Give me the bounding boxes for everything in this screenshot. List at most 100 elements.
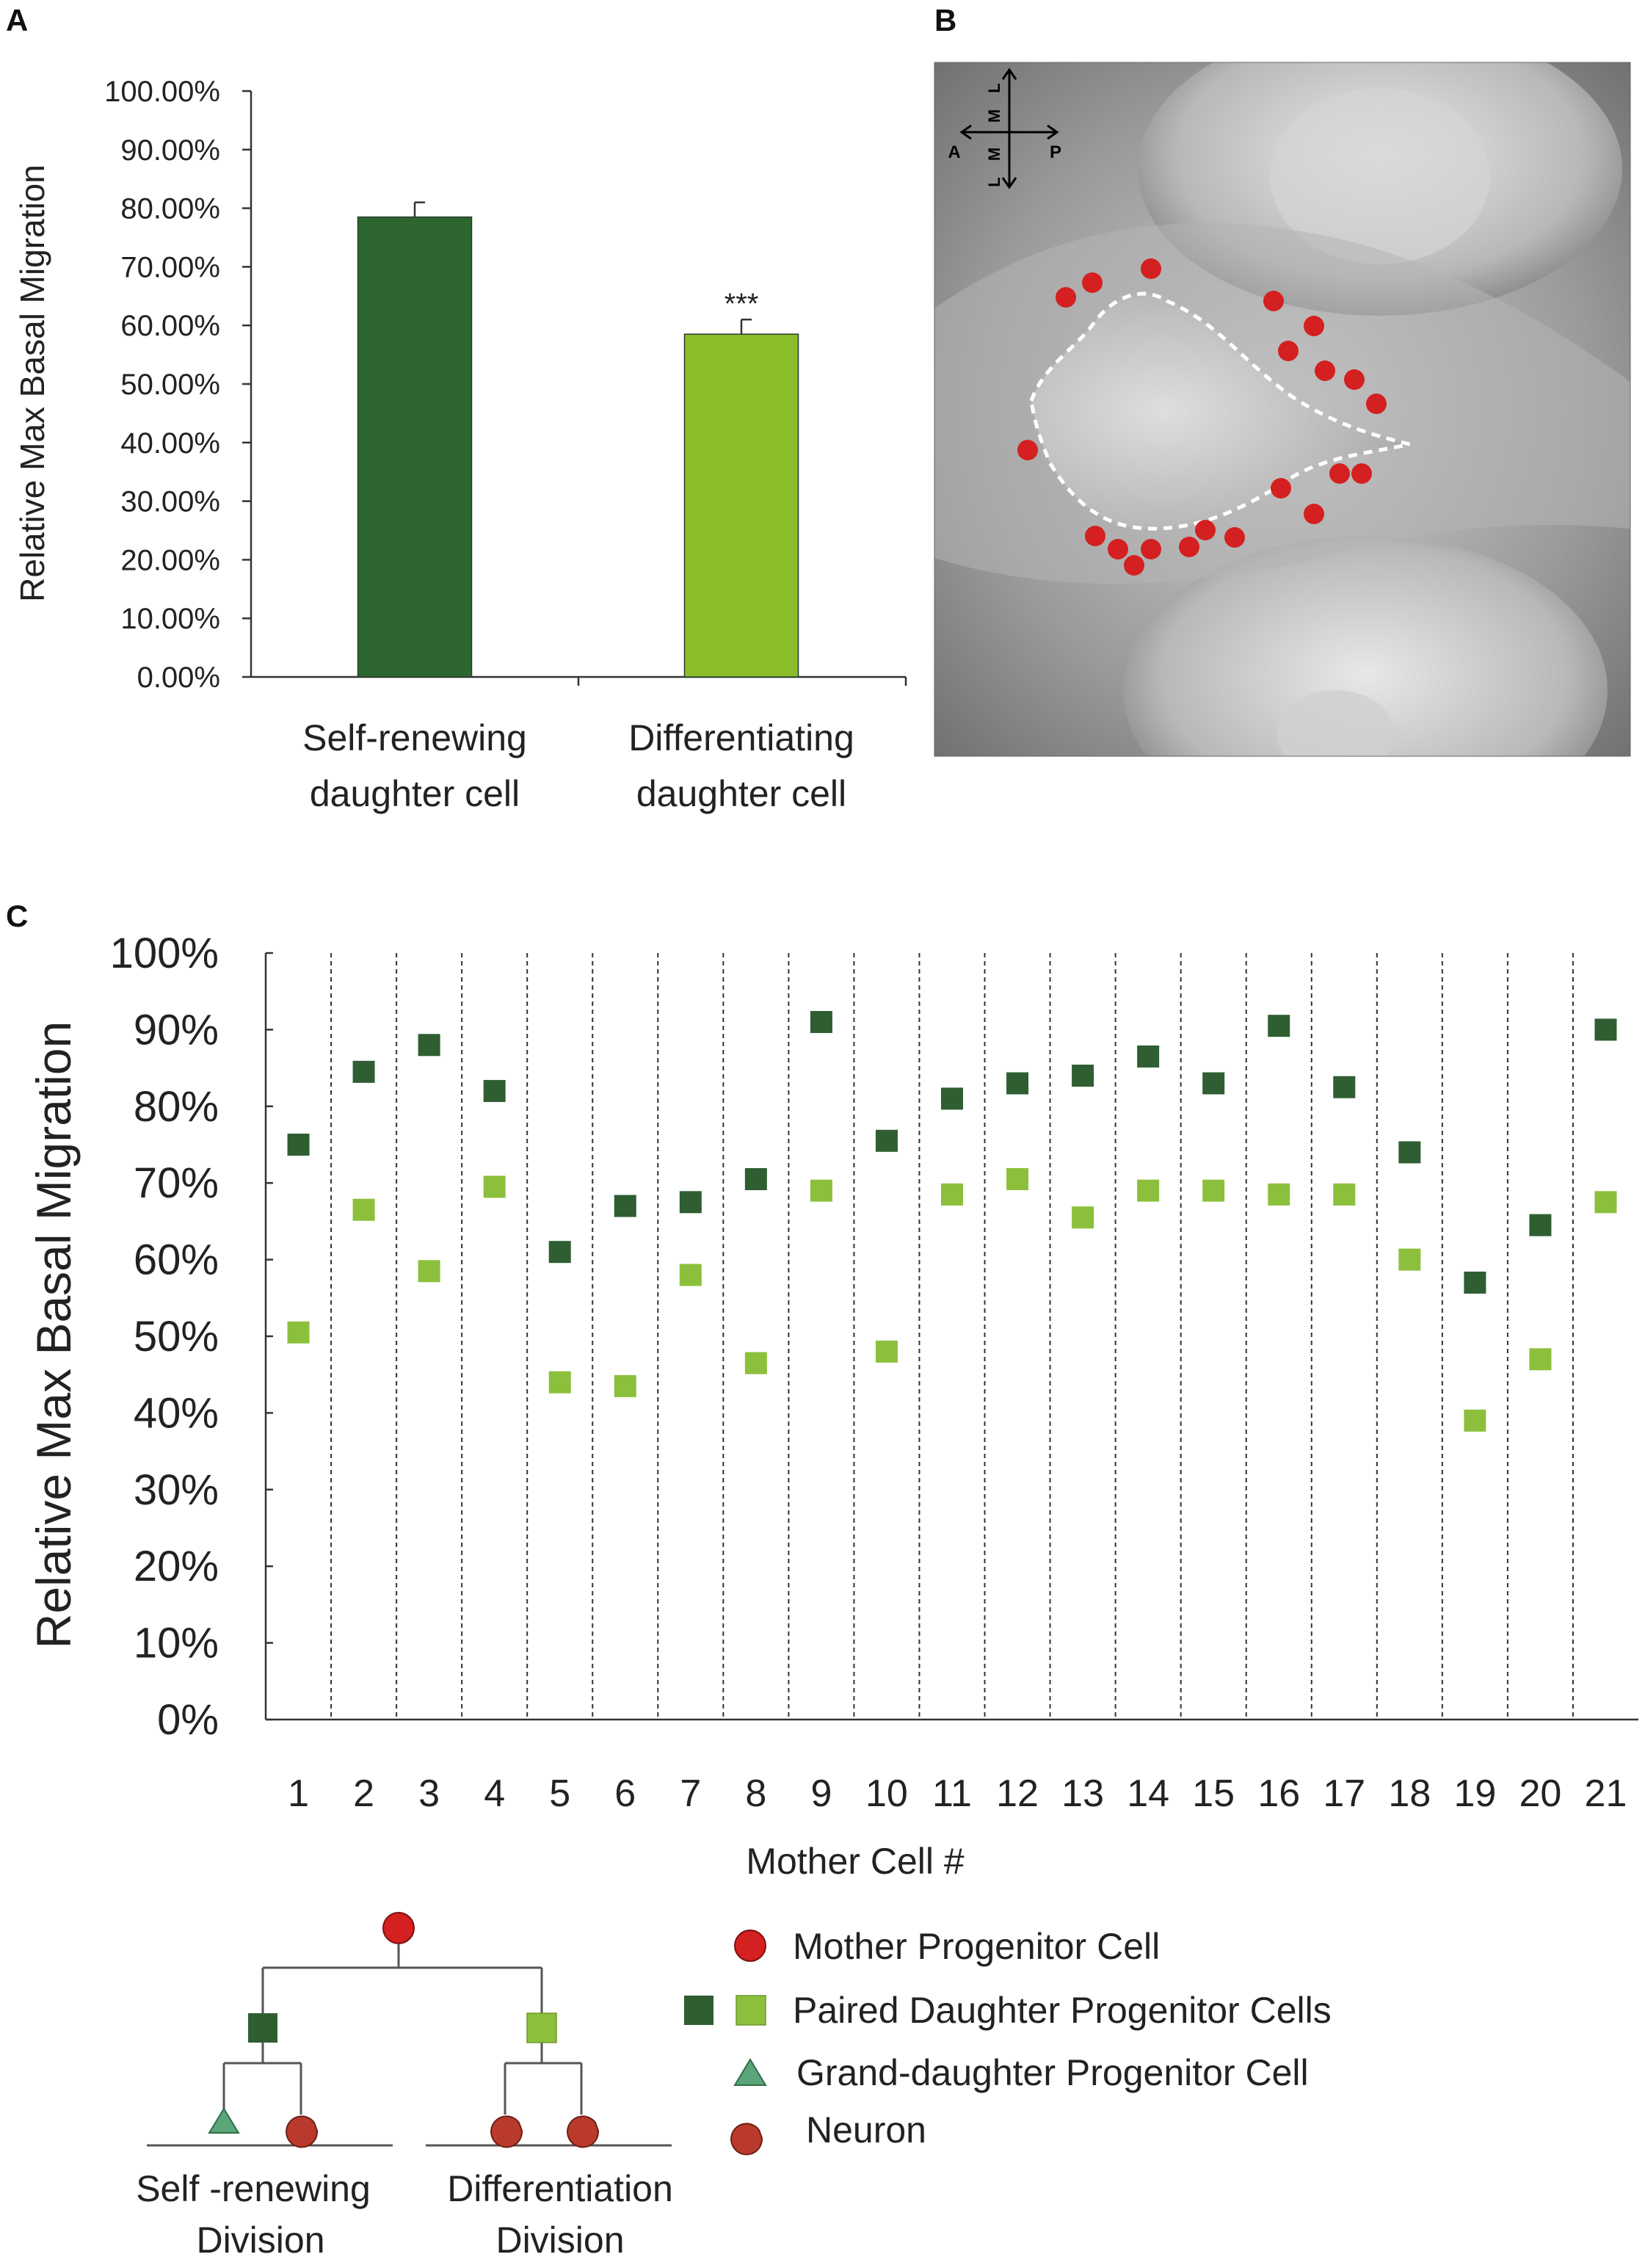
c-marker-self-renewing <box>1006 1072 1029 1095</box>
c-marker-differentiating <box>287 1321 310 1344</box>
panel-c-letter: C <box>6 899 28 933</box>
c-x-tick-label: 19 <box>1453 1772 1496 1815</box>
c-x-tick-label: 5 <box>549 1772 570 1815</box>
c-x-tick-label: 6 <box>614 1772 636 1815</box>
c-x-tick-label: 12 <box>996 1772 1039 1815</box>
c-marker-differentiating <box>1072 1206 1094 1229</box>
a-y-tick-label: 60.00% <box>120 310 220 342</box>
c-marker-differentiating <box>875 1340 898 1363</box>
c-marker-differentiating <box>1006 1167 1029 1190</box>
legend-grand-label: Grand-daughter Progenitor Cell <box>796 2052 1309 2093</box>
c-marker-differentiating <box>679 1264 702 1286</box>
lineage-light-daughter <box>526 2012 557 2043</box>
c-marker-differentiating <box>1268 1183 1290 1206</box>
c-x-tick-label: 20 <box>1519 1772 1562 1815</box>
lineage-left-line2: Division <box>196 2220 324 2261</box>
a-category-label: Self-renewing <box>302 717 527 758</box>
c-y-tick-label: 0% <box>157 1696 219 1744</box>
c-marker-self-renewing <box>483 1079 506 1102</box>
a-y-tick-label: 30.00% <box>120 486 220 518</box>
c-y-tick-label: 60% <box>134 1236 219 1284</box>
c-y-tick-label: 40% <box>134 1389 219 1437</box>
c-marker-self-renewing <box>287 1134 310 1156</box>
c-marker-self-renewing <box>744 1167 767 1190</box>
panel-b-frame <box>934 62 1631 757</box>
a-category-label: Differentiating <box>628 717 854 758</box>
a-category-label: daughter cell <box>310 773 520 814</box>
a-y-tick-label: 70.00% <box>120 251 220 283</box>
c-x-tick-label: 14 <box>1127 1772 1169 1815</box>
panel-a-y-ticks: 0.00% 10.00% 20.00% 30.00% 40.00% 50.00% 60.00… <box>104 76 251 694</box>
c-marker-self-renewing <box>1202 1072 1225 1095</box>
panel-c-separators <box>330 953 1574 1720</box>
c-x-tick-label: 11 <box>932 1772 972 1815</box>
c-y-tick-label: 10% <box>134 1620 219 1667</box>
lineage-neurons <box>286 2115 600 2148</box>
panel-c: C 0% 10% 20% 30% 40% 50% 60% 70% 80% 90% 100% Rela… <box>6 899 1638 1882</box>
c-y-tick-label: 100% <box>110 930 219 977</box>
c-x-tick-label: 16 <box>1257 1772 1300 1815</box>
a-y-tick-label: 100.00% <box>104 76 220 108</box>
a-y-tick-label: 10.00% <box>120 603 220 635</box>
c-marker-self-renewing <box>548 1241 571 1264</box>
c-marker-differentiating <box>352 1198 375 1221</box>
c-marker-differentiating <box>1464 1409 1486 1432</box>
dark-daughter-icon <box>684 1996 713 2025</box>
c-marker-self-renewing <box>1398 1141 1421 1164</box>
compass-p: P <box>1050 142 1061 162</box>
c-marker-differentiating <box>744 1352 767 1374</box>
c-marker-self-renewing <box>679 1191 702 1214</box>
panel-a-letter: A <box>6 3 28 37</box>
c-marker-differentiating <box>483 1175 506 1198</box>
a-y-tick-label: 0.00% <box>137 662 220 694</box>
a-y-tick-label: 20.00% <box>120 544 220 576</box>
c-x-tick-label: 18 <box>1388 1772 1431 1815</box>
c-x-tick-label: 10 <box>865 1772 908 1815</box>
compass-l-bottom: L <box>985 177 1003 186</box>
compass-m-top: M <box>985 109 1003 123</box>
legend-neuron-label: Neuron <box>806 2109 926 2151</box>
c-marker-self-renewing <box>418 1034 440 1057</box>
panel-b-letter: B <box>934 3 956 37</box>
c-marker-self-renewing <box>1268 1015 1290 1037</box>
compass-a: A <box>948 142 960 162</box>
lineage-grand-daughter <box>208 2107 240 2134</box>
c-marker-self-renewing <box>941 1087 963 1110</box>
grand-daughter-icon <box>733 2058 767 2086</box>
panel-a: A 0.00% 10.00% 20.00% 30.00% 40.00% 50.00% 60.… <box>6 3 907 814</box>
panel-c-y-label: Relative Max Basal Migration <box>26 1021 81 1649</box>
c-marker-self-renewing <box>1594 1018 1617 1041</box>
lineage-right-line1: Differentiation <box>447 2168 673 2209</box>
lineage-mother-cell <box>382 1912 415 1944</box>
a-significance: *** <box>725 288 759 320</box>
dic-micrograph <box>934 62 1630 756</box>
lineage-right-line2: Division <box>495 2220 624 2261</box>
lineage-diagram: Self -renewing Division Differentiation … <box>136 1912 673 2261</box>
c-x-tick-label: 8 <box>745 1772 766 1815</box>
panel-c-x-ticks: 1 2 3 4 5 6 7 8 9 10 11 12 13 14 15 16 17 18 19 20 21 <box>288 1772 1627 1815</box>
a-bar <box>357 216 473 678</box>
c-x-tick-label: 21 <box>1585 1772 1627 1815</box>
light-daughter-icon <box>736 1995 766 2026</box>
panel-c-markers <box>287 1010 1617 1432</box>
c-x-tick-label: 7 <box>680 1772 701 1815</box>
c-y-tick-label: 70% <box>134 1159 219 1207</box>
legend-mother-label: Mother Progenitor Cell <box>793 1926 1160 1967</box>
c-y-tick-label: 50% <box>134 1313 219 1361</box>
c-marker-self-renewing <box>614 1195 636 1217</box>
panel-a-categories: Self-renewing daughter cell Differentiatin… <box>302 717 854 814</box>
mother-cell-icon <box>734 1930 766 1962</box>
c-y-tick-label: 20% <box>134 1543 219 1590</box>
compass-m-bottom: M <box>985 148 1003 161</box>
neuron-icon <box>730 2123 763 2156</box>
c-marker-differentiating <box>1594 1191 1617 1214</box>
c-x-tick-label: 13 <box>1061 1772 1104 1815</box>
c-x-tick-label: 4 <box>484 1772 505 1815</box>
c-x-tick-label: 17 <box>1323 1772 1365 1815</box>
compass-l-top: L <box>985 83 1003 93</box>
cell-markers <box>1017 258 1387 576</box>
c-y-tick-label: 80% <box>134 1083 219 1131</box>
c-marker-self-renewing <box>1464 1271 1486 1294</box>
a-y-tick-label: 50.00% <box>120 369 220 401</box>
